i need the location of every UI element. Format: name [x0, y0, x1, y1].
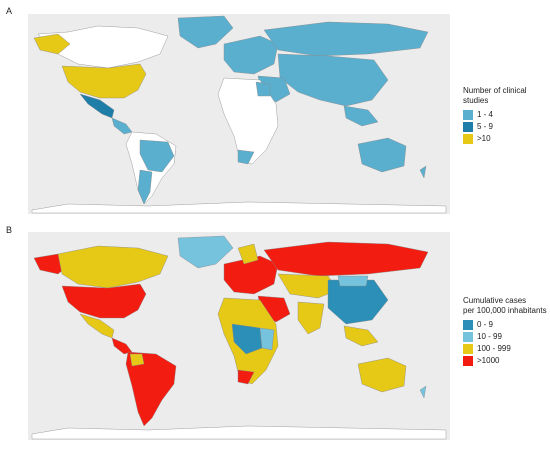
greenland-shape [177, 235, 234, 269]
panel-label-a: A [6, 6, 13, 16]
se-asia-shape [343, 105, 379, 127]
legend-item: 100 - 999 [463, 343, 550, 354]
legend-item-label: 1 - 4 [477, 109, 494, 119]
canada-shape [57, 245, 169, 289]
china-shape [327, 279, 389, 325]
south-africa-shape [237, 149, 255, 165]
world-map-b [31, 235, 447, 440]
legend-item: 10 - 99 [463, 331, 550, 342]
central-america-shape [111, 117, 133, 135]
europe-shape [223, 35, 279, 75]
greenland-shape [177, 15, 234, 49]
central-america-shape [111, 337, 133, 355]
legend-swatch [463, 343, 473, 354]
brazil-shape [139, 139, 175, 173]
legend-item: 1 - 4 [463, 109, 550, 120]
legend-item-label: >1000 [477, 355, 500, 365]
colombia-shape [129, 353, 145, 367]
south-africa-shape [237, 369, 255, 385]
australia-shape [357, 357, 407, 393]
india-shape [297, 301, 325, 335]
legend-item-label: 0 - 9 [477, 319, 494, 329]
antarctica-shape [31, 201, 447, 214]
legend-title-line1: Cumulative cases [463, 296, 527, 305]
south-america-shape [125, 351, 177, 427]
legend-swatch [463, 121, 473, 132]
usa-shape [61, 63, 147, 99]
legend-item: >10 [463, 133, 550, 144]
legend-item: 0 - 9 [463, 319, 550, 330]
legend-title: Number of clinical studies [463, 86, 527, 105]
legend-title-line2: per 100,000 inhabitants [463, 305, 547, 315]
legend-item-label: 5 - 9 [477, 121, 494, 131]
argentina-shape [137, 169, 153, 205]
legend-cumulative-cases: Cumulative cases per 100,000 inhabitants… [463, 296, 550, 367]
world-map-a [31, 15, 447, 214]
nz-shape [419, 385, 427, 399]
legend-item: 5 - 9 [463, 121, 550, 132]
east-africa-shape [259, 327, 275, 351]
russia-shape [263, 241, 429, 277]
mongolia-shape [337, 275, 369, 287]
panel-label-b: B [6, 225, 13, 235]
legend-swatch [463, 355, 473, 366]
legend-item-label: 100 - 999 [477, 343, 511, 353]
legend-item-label: 10 - 99 [477, 331, 502, 341]
legend-swatch [463, 331, 473, 342]
russia-shape [263, 21, 429, 57]
alaska-shape [33, 33, 71, 55]
map-cumulative-cases [28, 232, 450, 440]
australia-shape [357, 137, 407, 173]
usa-shape [61, 283, 147, 319]
scandinavia-shape [237, 243, 259, 265]
legend-swatch [463, 109, 473, 120]
europe-shape [223, 255, 279, 295]
legend-clinical-studies: Number of clinical studies 1 - 4 5 - 9 >… [463, 86, 550, 145]
central-africa-shape [231, 323, 263, 355]
antarctica-shape [31, 425, 447, 440]
legend-item: >1000 [463, 355, 550, 366]
legend-swatch [463, 319, 473, 330]
se-asia-shape [343, 325, 379, 347]
egypt-shape [255, 81, 271, 97]
legend-item-label: >10 [477, 133, 491, 143]
africa-shape [217, 77, 279, 165]
map-clinical-studies [28, 14, 450, 214]
nz-shape [419, 165, 427, 179]
legend-swatch [463, 133, 473, 144]
asia-shape [277, 53, 389, 107]
